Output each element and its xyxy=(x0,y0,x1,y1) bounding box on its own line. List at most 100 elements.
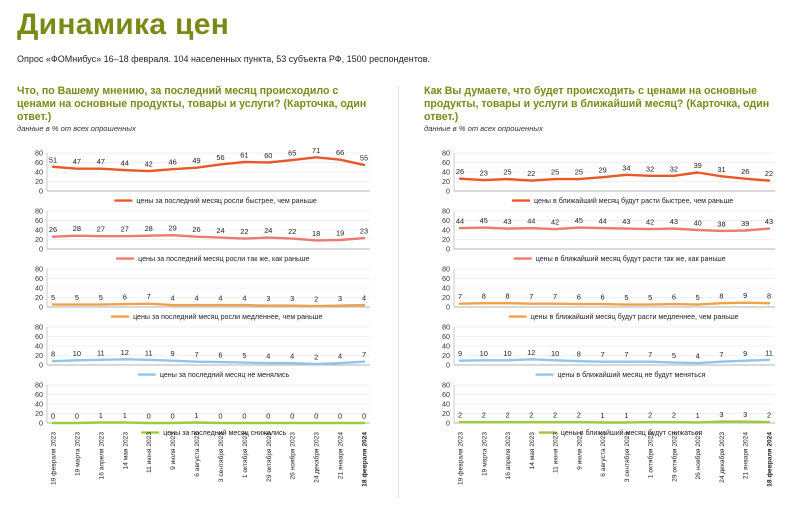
data-point xyxy=(315,156,318,159)
legend-label: цены за последний месяц росли медленнее,… xyxy=(133,313,322,321)
data-label: 3 xyxy=(338,294,342,303)
data-point xyxy=(720,175,723,178)
data-label: 24 xyxy=(264,226,272,235)
data-point xyxy=(219,304,222,307)
data-label: 4 xyxy=(171,294,175,303)
data-point xyxy=(51,235,55,238)
data-point xyxy=(338,421,342,425)
data-point xyxy=(362,421,366,425)
data-label: 3 xyxy=(719,410,723,419)
data-point xyxy=(506,178,509,181)
data-point xyxy=(291,362,294,365)
data-label: 25 xyxy=(575,168,583,177)
data-label: 5 xyxy=(51,293,55,302)
x-tick-label: 26 ноября 2023 xyxy=(694,432,702,480)
data-point xyxy=(458,177,462,180)
data-label: 40 xyxy=(694,219,702,228)
y-tick-label: 60 xyxy=(35,274,43,283)
y-tick-label: 20 xyxy=(35,177,43,186)
data-point xyxy=(171,421,174,425)
data-point xyxy=(553,227,557,231)
data-label: 10 xyxy=(503,349,511,358)
y-tick-label: 0 xyxy=(446,419,450,428)
data-label: 7 xyxy=(529,292,533,301)
data-point xyxy=(338,304,342,307)
data-point xyxy=(530,179,533,182)
data-label: 9 xyxy=(743,349,747,358)
data-label: 5 xyxy=(624,293,628,302)
legend-label: цены в ближайший месяц будут снижаться xyxy=(561,429,703,437)
data-point xyxy=(577,226,580,229)
data-point xyxy=(219,421,222,425)
data-label: 8 xyxy=(767,292,771,301)
y-tick-label: 0 xyxy=(39,419,43,428)
x-tick-label: 18 февраля 2024 xyxy=(767,432,774,487)
data-point xyxy=(720,360,723,363)
data-point xyxy=(767,179,771,182)
data-label: 2 xyxy=(314,353,318,362)
data-point xyxy=(553,420,557,424)
y-tick-label: 0 xyxy=(446,361,450,370)
x-tick-label: 6 августа 2023 xyxy=(194,432,201,477)
data-label: 2 xyxy=(529,411,533,420)
page-subtitle: Опрос «ФОМнибус» 16–18 февраля. 104 насе… xyxy=(17,54,431,64)
data-point xyxy=(744,177,747,180)
x-tick-label: 21 января 2024 xyxy=(743,432,750,479)
data-point xyxy=(625,421,628,424)
x-tick-label: 21 января 2024 xyxy=(338,432,345,479)
data-label: 55 xyxy=(360,153,368,162)
data-label: 9 xyxy=(743,291,747,300)
data-label: 1 xyxy=(99,411,103,420)
data-point xyxy=(506,359,509,362)
data-point xyxy=(195,235,198,238)
y-tick-label: 0 xyxy=(446,187,450,196)
x-tick-label: 9 июля 2023 xyxy=(170,432,177,470)
data-label: 0 xyxy=(171,412,175,421)
legend-label: цены за последний месяц не менялись xyxy=(160,371,290,379)
data-point xyxy=(672,174,676,177)
y-tick-label: 60 xyxy=(442,390,450,399)
data-point xyxy=(362,163,366,166)
data-label: 44 xyxy=(456,217,464,226)
series-line xyxy=(458,358,771,365)
data-label: 0 xyxy=(147,412,151,421)
data-point xyxy=(243,237,246,240)
data-point xyxy=(767,227,771,230)
y-tick-label: 40 xyxy=(442,226,450,235)
legend-label: цены в ближайший месяц будут расти медле… xyxy=(531,313,739,321)
x-tick-label: 16 апреля 2023 xyxy=(505,432,512,480)
data-label: 0 xyxy=(75,412,79,421)
data-point xyxy=(720,420,723,423)
data-point xyxy=(51,421,55,425)
series-line xyxy=(458,226,771,233)
data-point xyxy=(601,360,604,363)
data-label: 6 xyxy=(577,293,581,302)
data-label: 26 xyxy=(456,167,464,176)
data-point xyxy=(51,165,55,168)
data-point xyxy=(243,361,246,364)
data-point xyxy=(696,228,699,232)
data-label: 23 xyxy=(360,227,368,236)
data-label: 6 xyxy=(601,293,605,302)
data-label: 38 xyxy=(717,219,725,228)
data-label: 45 xyxy=(575,216,583,225)
data-label: 66 xyxy=(336,148,344,157)
data-label: 45 xyxy=(480,216,488,225)
data-point xyxy=(291,304,294,307)
data-point xyxy=(625,303,628,306)
data-point xyxy=(506,302,509,305)
data-point xyxy=(696,421,699,424)
data-point xyxy=(577,360,580,363)
data-point xyxy=(625,227,628,230)
data-point xyxy=(219,361,222,364)
x-tick-label: 24 декабря 2023 xyxy=(313,432,321,483)
y-tick-label: 40 xyxy=(35,400,43,409)
data-label: 11 xyxy=(97,348,105,357)
series-line xyxy=(458,420,771,424)
x-tick-label: 14 мая 2023 xyxy=(529,432,536,470)
data-point xyxy=(75,167,79,170)
y-tick-label: 40 xyxy=(442,400,450,409)
